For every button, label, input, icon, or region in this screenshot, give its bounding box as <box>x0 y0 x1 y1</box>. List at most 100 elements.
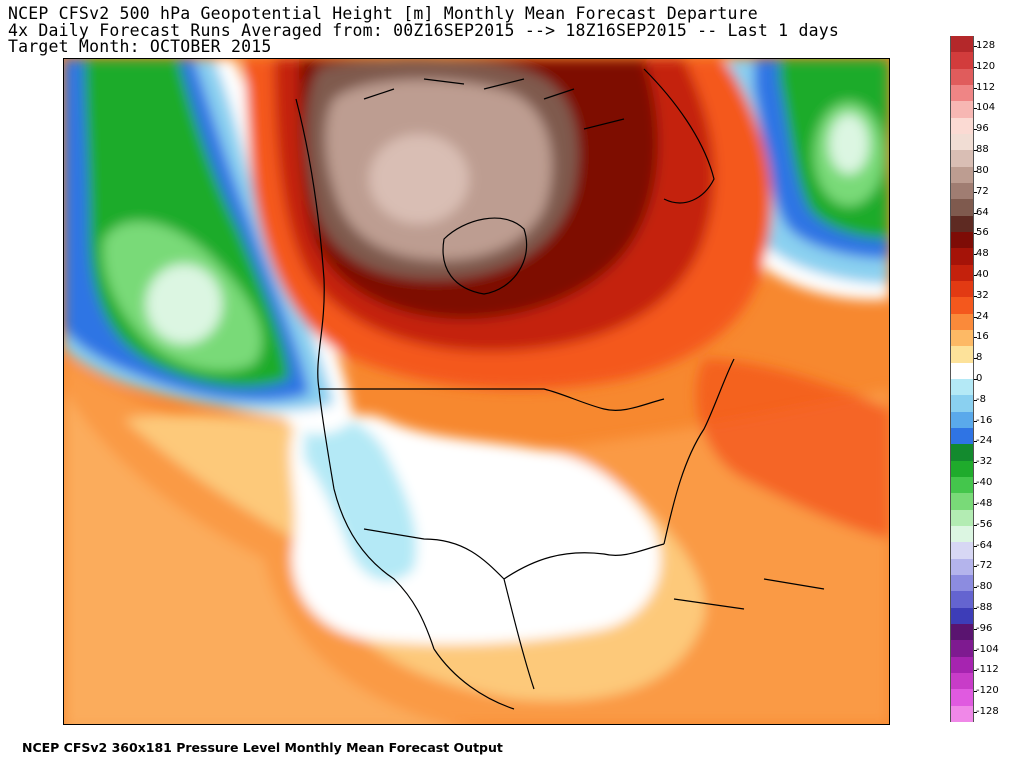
legend-tick <box>974 358 977 360</box>
legend-tick <box>974 628 977 630</box>
legend-color-swatch <box>950 117 974 135</box>
legend-color-swatch <box>950 395 974 413</box>
legend-label: -128 <box>976 706 999 717</box>
legend-color-swatch <box>950 411 974 429</box>
legend-tick <box>974 420 977 422</box>
legend-color-swatch <box>950 509 974 527</box>
legend-label: -24 <box>976 435 993 447</box>
legend-color-swatch <box>950 656 974 674</box>
legend-tick <box>974 712 977 713</box>
legend-tick <box>974 87 977 89</box>
legend-tick <box>974 108 977 110</box>
map-title-line-1: NCEP CFSv2 500 hPa Geopotential Height [… <box>8 4 758 23</box>
footer-note: NCEP CFSv2 360x181 Pressure Level Monthl… <box>22 740 503 755</box>
map-title-line-2: 4x Daily Forecast Runs Averaged from: 00… <box>8 21 839 40</box>
legend-label: -40 <box>976 477 993 489</box>
legend-color-swatch <box>950 477 974 494</box>
legend-color-swatch <box>950 248 974 266</box>
legend-tick <box>974 254 977 256</box>
legend-color-swatch <box>950 542 974 560</box>
legend-tick <box>974 545 977 547</box>
mexico-coast-line <box>433 578 535 710</box>
legend-label: 104 <box>976 102 996 114</box>
legend-tick <box>974 566 977 568</box>
us-mexico-border <box>363 528 505 580</box>
legend-tick <box>974 670 977 672</box>
legend-color-swatch <box>950 68 974 86</box>
legend-label: 128 <box>976 40 996 51</box>
legend-label: 120 <box>976 60 996 72</box>
cuba-coast-line <box>673 578 825 610</box>
legend-color-swatch <box>950 264 974 282</box>
positive-anomaly-band-8-east <box>64 389 446 724</box>
east-coast-line <box>663 358 735 545</box>
legend-label: -120 <box>976 685 999 697</box>
legend-tick <box>974 691 977 693</box>
greenland-coast-line <box>643 68 715 204</box>
legend-tick <box>974 607 977 609</box>
legend-label: -32 <box>976 456 993 468</box>
arctic-islands-line <box>363 78 625 130</box>
legend-tick <box>974 212 977 214</box>
legend-tick <box>974 483 977 485</box>
hudson-bay-line <box>442 217 528 295</box>
legend-tick <box>974 649 977 651</box>
legend-color-swatch <box>950 330 974 347</box>
legend-color-swatch <box>950 428 974 445</box>
legend-color-swatch <box>950 199 974 217</box>
negative-anomaly-pacific-core <box>146 264 222 344</box>
legend-color-swatch <box>950 624 974 641</box>
legend-color-swatch <box>950 379 974 396</box>
legend-tick <box>974 587 977 589</box>
canada-us-border <box>319 388 665 411</box>
legend-tick <box>974 379 977 380</box>
negative-anomaly-atlantic-core <box>829 114 869 174</box>
legend-color-swatch <box>950 526 974 543</box>
legend-label: 56 <box>976 227 989 239</box>
legend-label: 80 <box>976 164 989 176</box>
legend-label: -16 <box>976 414 993 426</box>
legend-tick <box>974 462 977 464</box>
legend-color-swatch <box>950 558 974 576</box>
legend-label: 0 <box>976 373 983 384</box>
legend-color-swatch <box>950 215 974 233</box>
legend-color-swatch <box>950 575 974 592</box>
legend-tick <box>974 170 977 172</box>
legend-tick <box>974 191 977 193</box>
legend-color-swatch <box>950 705 974 723</box>
legend-color-swatch <box>950 362 974 380</box>
legend-label: -64 <box>976 539 993 551</box>
legend-label: -80 <box>976 581 993 593</box>
legend-color-swatch <box>950 460 974 478</box>
legend-color-swatch <box>950 52 974 70</box>
legend-color-swatch <box>950 493 974 511</box>
legend-color-swatch <box>950 101 974 119</box>
legend-color-swatch <box>950 444 974 462</box>
legend-label: 32 <box>976 289 989 301</box>
legend-color-swatch <box>950 673 974 690</box>
positive-anomaly-canada-core <box>369 134 469 224</box>
legend-label: -48 <box>976 497 993 509</box>
legend-label: 16 <box>976 331 989 343</box>
legend-color-swatch <box>950 689 974 707</box>
legend-label: 88 <box>976 144 989 156</box>
legend-tick <box>974 316 977 318</box>
legend-tick <box>974 399 977 401</box>
legend-color-swatch <box>950 281 974 298</box>
legend-label: 24 <box>976 310 989 322</box>
legend-tick <box>974 337 977 339</box>
boundary-lines <box>295 68 825 710</box>
legend-color-swatch <box>950 232 974 249</box>
legend-label: 40 <box>976 268 989 280</box>
legend-label: -96 <box>976 622 993 634</box>
legend-color-swatch <box>950 183 974 200</box>
legend-tick <box>974 46 977 47</box>
legend-color-swatch <box>950 607 974 625</box>
positive-anomaly-atlantic-24 <box>696 359 889 539</box>
legend-tick <box>974 66 977 68</box>
legend-color-swatch <box>950 313 974 331</box>
color-scale-legend: 128 120 112 104 96 88 80 72 64 56 48 40 32 24 16 8 0 -8 -1… <box>950 36 1024 723</box>
map-title-line-3: Target Month: OCTOBER 2015 <box>8 37 272 56</box>
legend-color-swatch <box>950 36 974 53</box>
legend-label: -8 <box>976 393 986 405</box>
